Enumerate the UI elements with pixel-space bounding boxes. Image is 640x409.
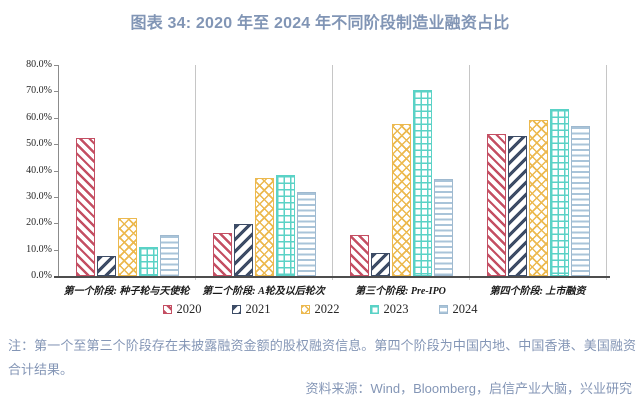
bar-2020 [213, 233, 232, 276]
legend-item: 2022 [300, 302, 340, 317]
bar-chart: 0.0% 10.0% 20.0% 30.0% 40.0% 50.0% 60.0% 70.0% 8… [0, 55, 640, 325]
y-tick-mark [54, 196, 58, 198]
bar-group [59, 65, 196, 276]
y-tick-mark [54, 65, 58, 66]
bar-group [196, 65, 333, 276]
category-label: 第二个阶段: A轮及以后轮次 [202, 286, 325, 297]
y-tick-mark [54, 170, 58, 172]
y-tick-label: 70.0% [26, 85, 52, 97]
bar-2022 [118, 218, 137, 276]
bar-2021 [97, 256, 116, 276]
legend-item: 2023 [369, 302, 409, 317]
bar-2020 [76, 138, 95, 276]
bar-2022 [529, 120, 548, 276]
y-tick-label: 20.0% [26, 217, 52, 229]
bar-2020 [350, 235, 369, 276]
bar-2024 [571, 126, 590, 276]
legend-label: 2022 [314, 302, 340, 316]
bar-2022 [255, 178, 274, 276]
category-separator [469, 65, 470, 280]
chart-title: 图表 34: 2020 年至 2024 年不同阶段制造业融资占比 [130, 15, 510, 32]
y-tick-mark [54, 91, 58, 93]
legend-label: 2023 [383, 302, 409, 316]
y-tick-mark [54, 223, 58, 225]
y-tick-label: 10.0% [26, 243, 52, 255]
bar-2023 [413, 90, 432, 276]
category-separator [606, 65, 607, 280]
y-tick-label: 60.0% [26, 111, 52, 123]
bar-2023 [139, 247, 158, 276]
legend-item: 2021 [231, 302, 271, 317]
y-tick-label: 30.0% [26, 190, 52, 202]
bar-2022 [392, 124, 411, 276]
y-tick-label: 40.0% [26, 164, 52, 176]
legend-label: 2020 [176, 302, 202, 316]
bar-group [333, 65, 470, 276]
bar-2024 [434, 179, 453, 276]
legend-swatch-horizontal-lines [438, 305, 448, 314]
bar-group [470, 65, 607, 276]
y-tick-mark [54, 144, 58, 146]
x-axis-labels: 第一个阶段: 种子轮与天使轮 第二个阶段: A轮及以后轮次 第三个阶段: Pre-I… [58, 282, 606, 297]
legend-label: 2021 [245, 302, 271, 316]
legend: 2020 2021 2022 2023 2024 [0, 302, 640, 317]
plot-area [58, 65, 607, 280]
bar-2024 [160, 235, 179, 276]
category-separator [195, 65, 196, 280]
category-label: 第三个阶段: Pre-IPO [355, 286, 446, 297]
footnote: 注：第一个至第三个阶段存在未披露融资金额的股权融资信息。第四个阶段为中国内地、中… [8, 338, 636, 377]
bar-2023 [550, 109, 569, 276]
y-tick-label: 0.0% [31, 270, 52, 281]
category-label: 第四个阶段: 上市融资 [489, 286, 586, 297]
y-tick-mark [54, 249, 58, 251]
bar-2020 [487, 134, 506, 276]
legend-swatch-diagonal-up-hatch [231, 305, 241, 314]
x-axis-line [54, 276, 610, 278]
legend-swatch-square-grid [369, 305, 379, 314]
y-tick-label: 50.0% [26, 138, 52, 150]
y-tick-mark [54, 117, 58, 119]
y-tick-label: 80.0% [26, 59, 52, 70]
category-label: 第一个阶段: 种子轮与天使轮 [63, 286, 190, 297]
legend-label: 2024 [452, 302, 478, 316]
bar-2023 [276, 175, 295, 276]
legend-item: 2024 [438, 302, 478, 317]
bar-2021 [234, 224, 253, 276]
legend-swatch-diagonal-down-hatch [162, 305, 172, 314]
bar-2024 [297, 192, 316, 276]
legend-item: 2020 [162, 302, 202, 317]
category-separator [332, 65, 333, 280]
legend-swatch-diamond-crosshatch [300, 305, 310, 314]
bar-2021 [508, 136, 527, 276]
bar-2021 [371, 253, 390, 276]
source-line: 资料来源：Wind，Bloomberg，启信产业大脑，兴业研究 [305, 381, 633, 396]
